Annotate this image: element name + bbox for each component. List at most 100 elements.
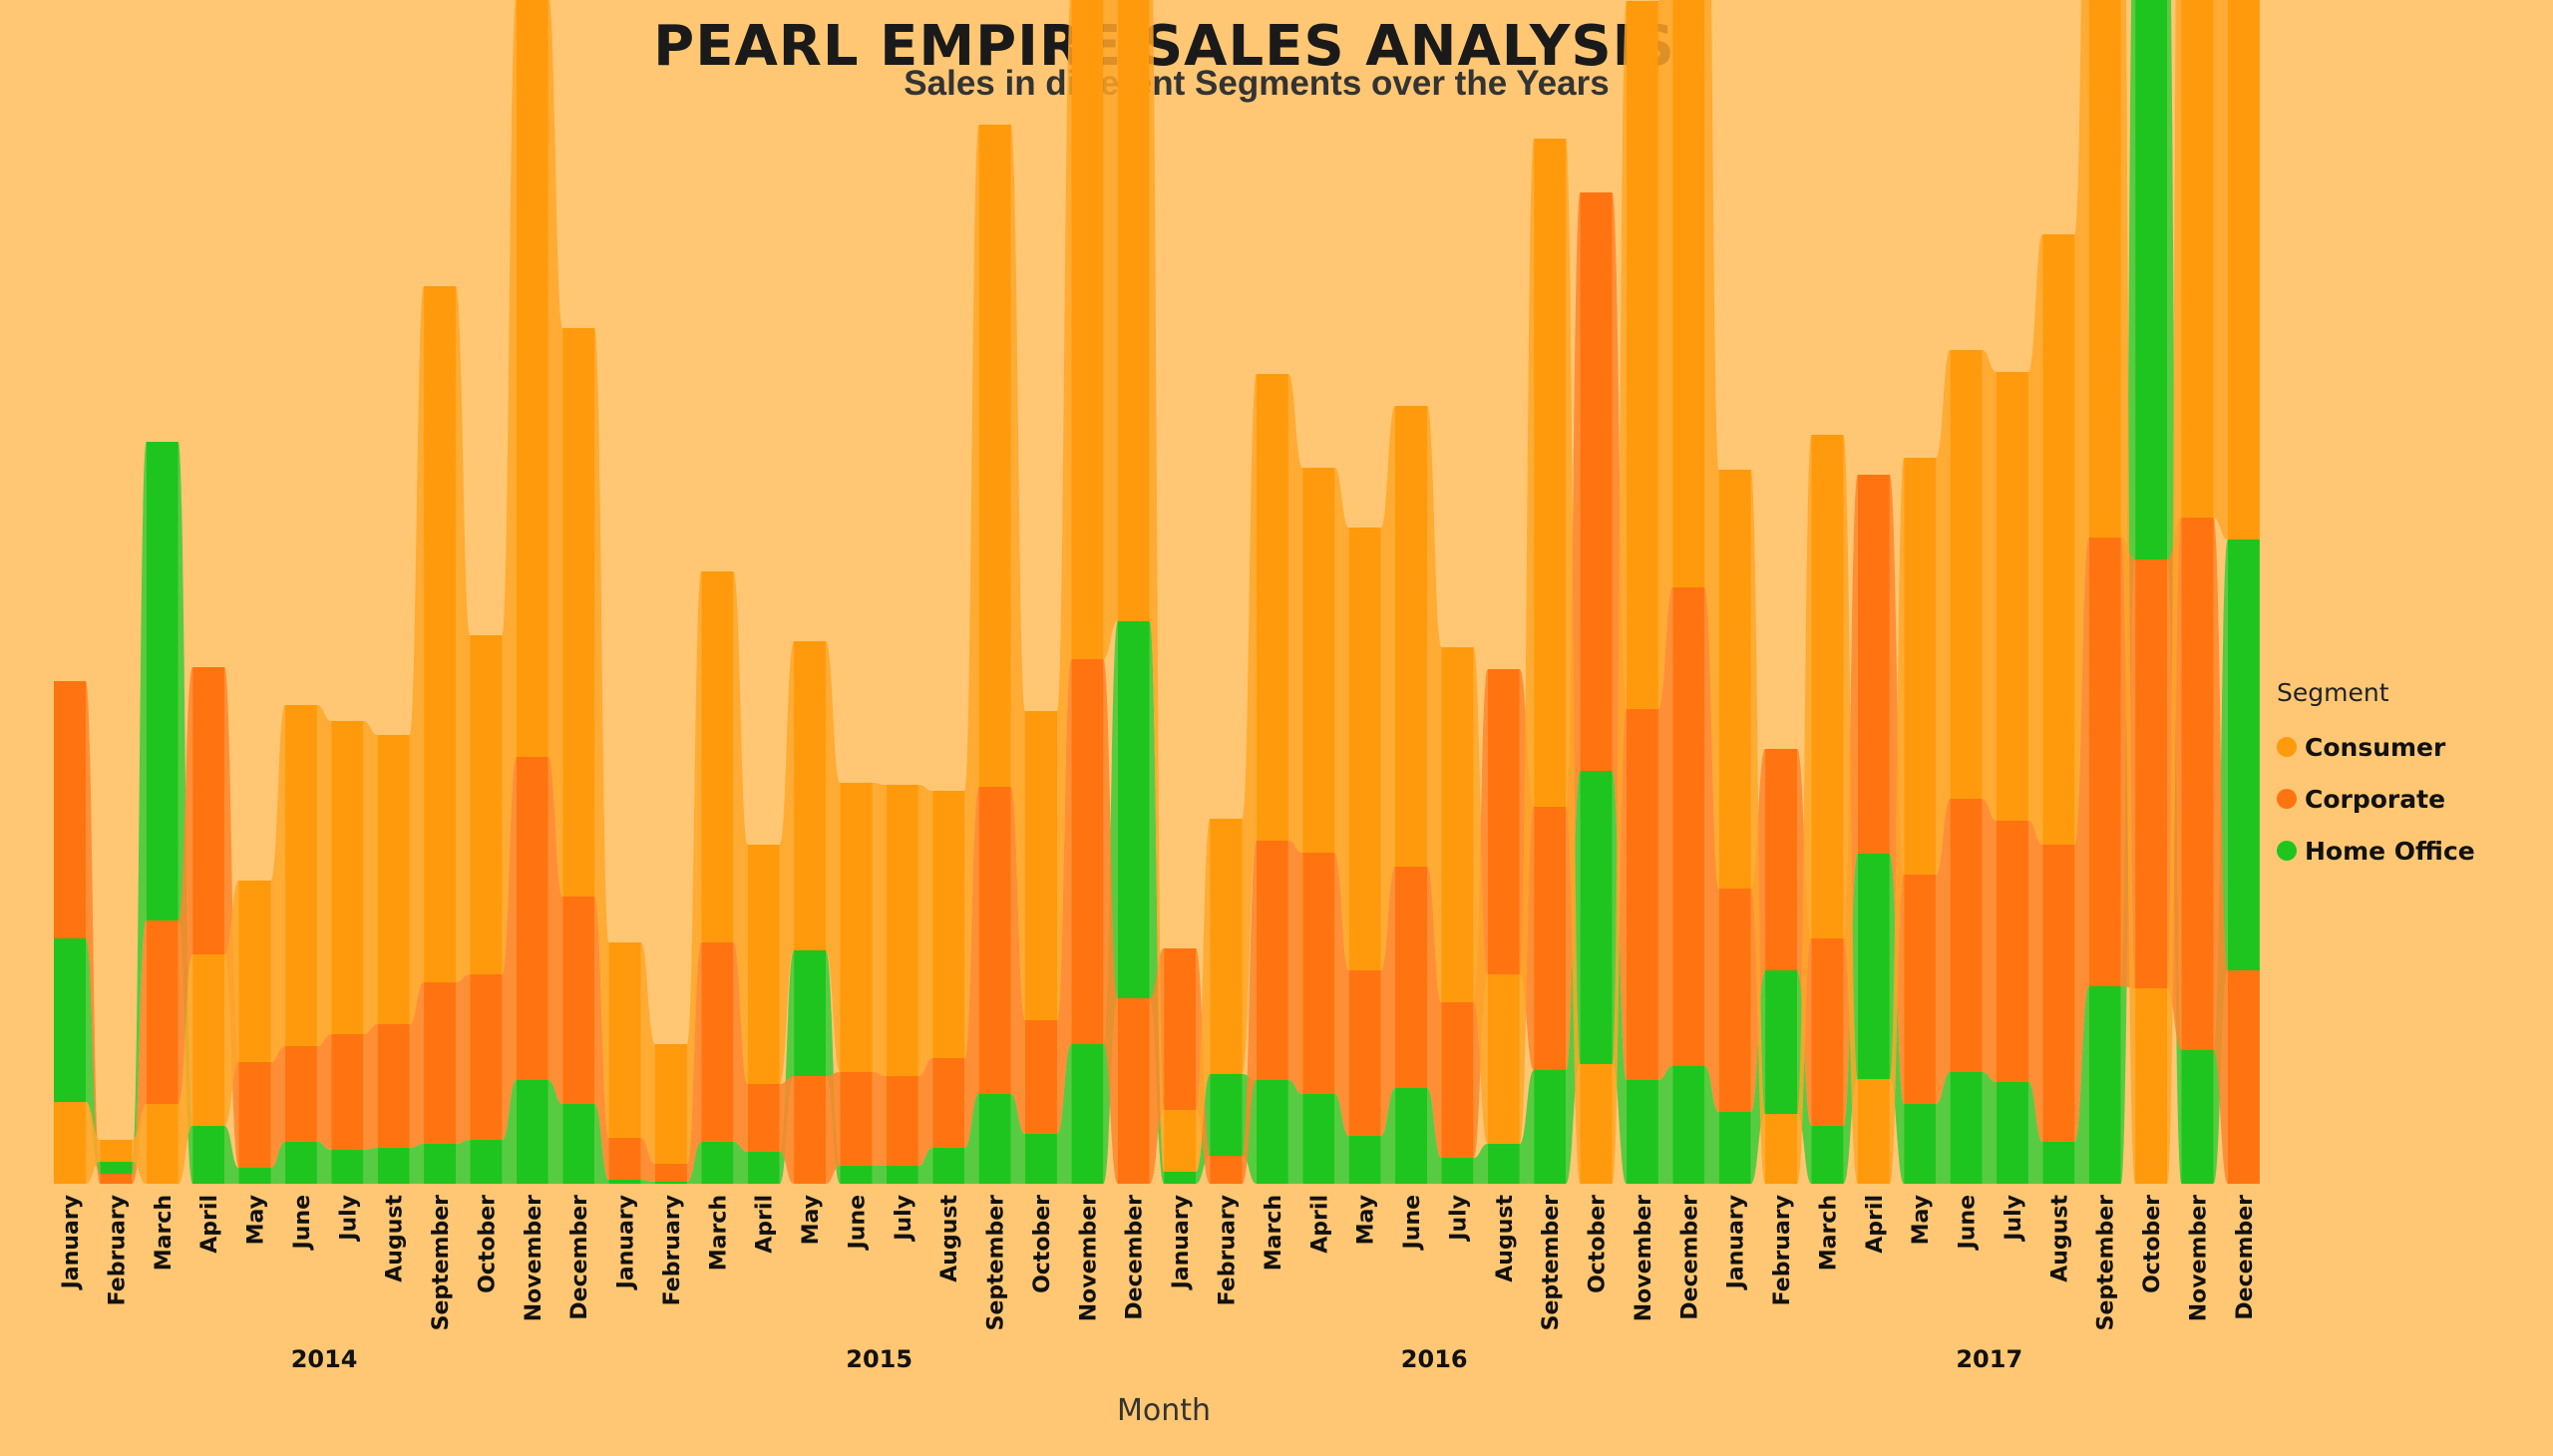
bar-consumer[interactable] xyxy=(1117,0,1150,621)
bar-consumer[interactable] xyxy=(1718,470,1751,889)
bar-consumer[interactable] xyxy=(1071,0,1104,659)
bar-consumer[interactable] xyxy=(1580,1064,1613,1184)
bar-corporate[interactable] xyxy=(100,1174,133,1184)
bar-consumer[interactable] xyxy=(1487,974,1520,1144)
bar-consumer[interactable] xyxy=(331,721,364,1034)
bar-corporate[interactable] xyxy=(1534,807,1567,1070)
bar-corporate[interactable] xyxy=(54,681,86,938)
bar-consumer[interactable] xyxy=(1395,406,1428,867)
bar-home-office[interactable] xyxy=(2227,540,2260,970)
bar-home-office[interactable] xyxy=(2135,0,2168,559)
bar-consumer[interactable] xyxy=(1626,1,1658,709)
bar-consumer[interactable] xyxy=(1996,372,2028,821)
bar-home-office[interactable] xyxy=(100,1162,133,1174)
bar-corporate[interactable] xyxy=(377,1024,410,1148)
bar-corporate[interactable] xyxy=(2181,518,2214,1050)
bar-corporate[interactable] xyxy=(840,1072,873,1166)
bar-home-office[interactable] xyxy=(1672,1066,1705,1184)
bar-home-office[interactable] xyxy=(1950,1072,1983,1184)
bar-consumer[interactable] xyxy=(146,1104,179,1184)
bar-home-office[interactable] xyxy=(1348,1136,1381,1184)
bar-corporate[interactable] xyxy=(654,1164,687,1182)
bar-corporate[interactable] xyxy=(1857,475,1890,854)
bar-consumer[interactable] xyxy=(1811,435,1844,938)
bar-home-office[interactable] xyxy=(238,1168,271,1184)
bar-consumer[interactable] xyxy=(1441,647,1474,1002)
bar-home-office[interactable] xyxy=(747,1152,780,1184)
bar-home-office[interactable] xyxy=(192,1126,225,1184)
bar-home-office[interactable] xyxy=(1904,1104,1937,1184)
bar-consumer[interactable] xyxy=(424,286,457,982)
bar-home-office[interactable] xyxy=(1395,1088,1428,1184)
bar-home-office[interactable] xyxy=(1765,970,1798,1114)
bar-consumer[interactable] xyxy=(886,785,918,1076)
bar-corporate[interactable] xyxy=(2088,538,2121,986)
bar-corporate[interactable] xyxy=(1210,1156,1243,1184)
bar-corporate[interactable] xyxy=(331,1034,364,1150)
bar-corporate[interactable] xyxy=(932,1058,965,1148)
bar-home-office[interactable] xyxy=(2181,1050,2214,1184)
bar-consumer[interactable] xyxy=(701,571,734,942)
bar-consumer[interactable] xyxy=(516,0,548,757)
bar-corporate[interactable] xyxy=(424,982,457,1144)
bar-corporate[interactable] xyxy=(1395,867,1428,1088)
bar-home-office[interactable] xyxy=(424,1144,457,1184)
bar-home-office[interactable] xyxy=(840,1166,873,1184)
bar-corporate[interactable] xyxy=(747,1084,780,1152)
bar-corporate[interactable] xyxy=(1765,749,1798,970)
bar-home-office[interactable] xyxy=(608,1180,641,1184)
bar-consumer[interactable] xyxy=(54,1102,86,1184)
bar-corporate[interactable] xyxy=(2227,970,2260,1184)
bar-home-office[interactable] xyxy=(1024,1134,1057,1184)
bar-consumer[interactable] xyxy=(1534,139,1567,807)
bar-home-office[interactable] xyxy=(562,1104,595,1184)
bar-corporate[interactable] xyxy=(1950,799,1983,1072)
bar-home-office[interactable] xyxy=(886,1166,918,1184)
bar-home-office[interactable] xyxy=(1811,1126,1844,1184)
bar-home-office[interactable] xyxy=(1718,1112,1751,1184)
bar-consumer[interactable] xyxy=(562,328,595,897)
bar-consumer[interactable] xyxy=(284,705,317,1046)
bar-consumer[interactable] xyxy=(1348,528,1381,970)
bar-home-office[interactable] xyxy=(932,1148,965,1184)
legend-item-corporate[interactable]: Corporate xyxy=(2277,773,2475,825)
bar-consumer[interactable] xyxy=(238,881,271,1062)
bar-consumer[interactable] xyxy=(192,954,225,1126)
bar-corporate[interactable] xyxy=(1718,889,1751,1112)
bar-home-office[interactable] xyxy=(2088,986,2121,1184)
bar-home-office[interactable] xyxy=(1071,1044,1104,1184)
bar-home-office[interactable] xyxy=(1256,1080,1288,1184)
bar-home-office[interactable] xyxy=(978,1094,1011,1184)
bar-corporate[interactable] xyxy=(1164,948,1197,1110)
bar-consumer[interactable] xyxy=(1302,468,1335,853)
bar-corporate[interactable] xyxy=(146,920,179,1104)
bar-corporate[interactable] xyxy=(1348,970,1381,1136)
bar-corporate[interactable] xyxy=(562,897,595,1104)
bar-consumer[interactable] xyxy=(1210,819,1243,1074)
legend-item-home-office[interactable]: Home Office xyxy=(2277,825,2475,877)
bar-corporate[interactable] xyxy=(794,1076,827,1184)
bar-home-office[interactable] xyxy=(2042,1142,2075,1184)
bar-corporate[interactable] xyxy=(1904,875,1937,1104)
bar-consumer[interactable] xyxy=(1904,458,1937,875)
bar-home-office[interactable] xyxy=(1534,1070,1567,1184)
bar-consumer[interactable] xyxy=(1164,1110,1197,1172)
bar-corporate[interactable] xyxy=(701,942,734,1142)
bar-home-office[interactable] xyxy=(1210,1074,1243,1156)
bar-corporate[interactable] xyxy=(1024,1020,1057,1134)
bar-corporate[interactable] xyxy=(1996,821,2028,1082)
bar-corporate[interactable] xyxy=(1626,709,1658,1080)
bar-home-office[interactable] xyxy=(1164,1172,1197,1184)
bar-corporate[interactable] xyxy=(1302,853,1335,1094)
bar-consumer[interactable] xyxy=(608,942,641,1138)
bar-consumer[interactable] xyxy=(1672,0,1705,587)
bar-corporate[interactable] xyxy=(1441,1002,1474,1158)
bar-corporate[interactable] xyxy=(2135,559,2168,988)
bar-home-office[interactable] xyxy=(794,950,827,1076)
bar-corporate[interactable] xyxy=(238,1062,271,1168)
bar-consumer[interactable] xyxy=(794,641,827,950)
bar-corporate[interactable] xyxy=(2042,845,2075,1142)
bar-home-office[interactable] xyxy=(1302,1094,1335,1184)
bar-consumer[interactable] xyxy=(932,791,965,1058)
bar-home-office[interactable] xyxy=(284,1142,317,1184)
